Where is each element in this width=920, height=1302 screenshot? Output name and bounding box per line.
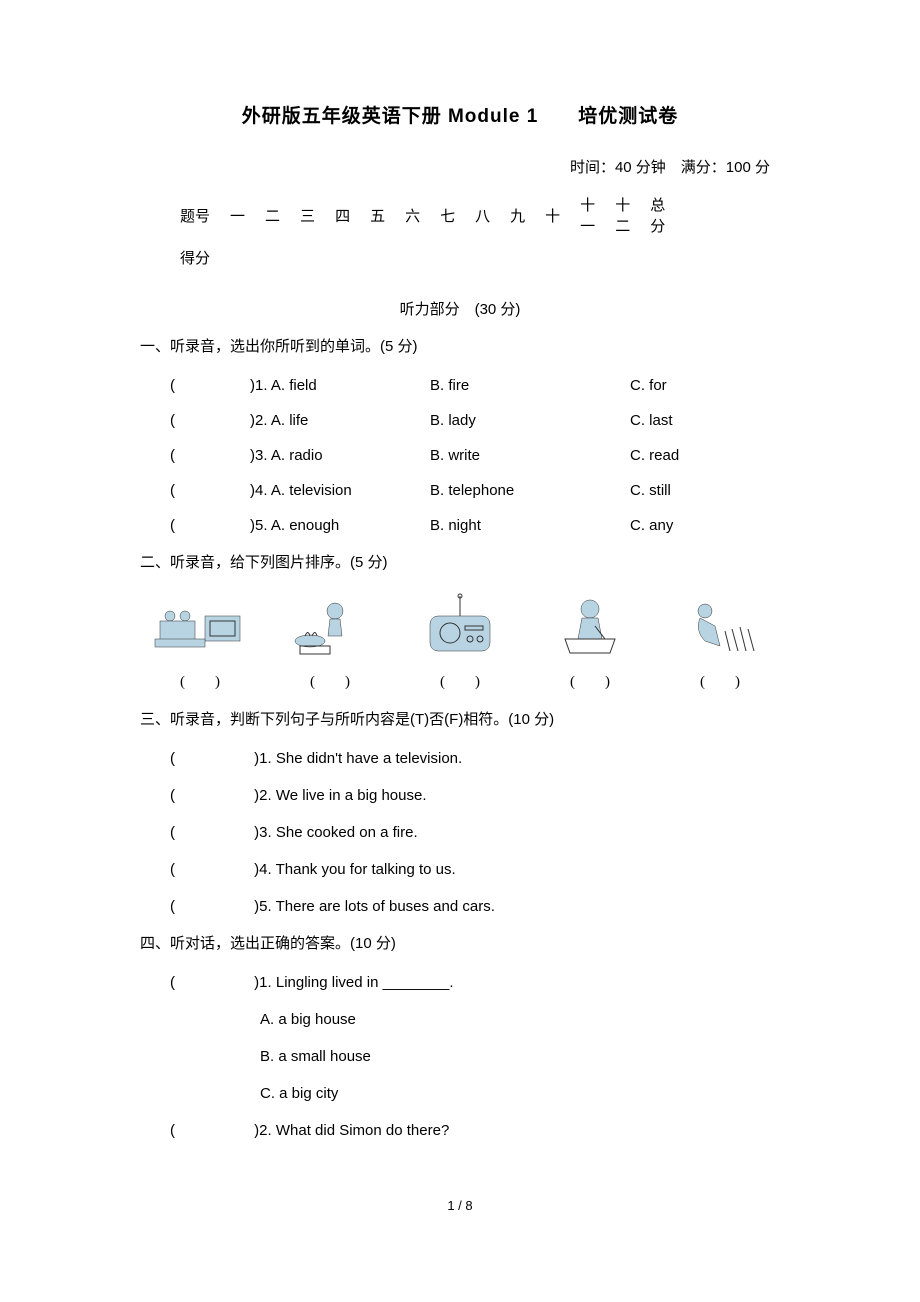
farming-icon [670, 591, 770, 661]
answer-paren[interactable]: ( [170, 477, 250, 504]
answer-paren[interactable]: ( ) [440, 669, 480, 696]
table-header: 十二 [605, 191, 640, 241]
table-header: 十一 [570, 191, 605, 241]
table-header: 十 [535, 191, 570, 241]
listening-header: 听力部分 (30 分) [140, 296, 780, 323]
answer-paren[interactable]: ( [170, 893, 250, 920]
table-header: 八 [465, 191, 500, 241]
image-item: ( ) [410, 591, 510, 696]
section1-title: 一、听录音，选出你所听到的单词。(5 分) [140, 333, 780, 360]
question-row: ( )1. Lingling lived in ________. [170, 969, 780, 996]
section4-title: 四、听对话，选出正确的答案。(10 分) [140, 930, 780, 957]
answer-paren[interactable]: ( [170, 969, 250, 996]
question-row: ( )4. Thank you for talking to us. [170, 856, 780, 883]
meta-info: 时间：40 分钟 满分：100 分 [140, 154, 780, 181]
question-row: ( )2. What did Simon do there? [170, 1117, 780, 1144]
answer-paren[interactable]: ( [170, 407, 250, 434]
question-row: ( )2. A. life B. lady C. last [170, 407, 780, 434]
section2-title: 二、听录音，给下列图片排序。(5 分) [140, 549, 780, 576]
answer-paren[interactable]: ( [170, 745, 250, 772]
question-row: ( )3. A. radio B. write C. read [170, 442, 780, 469]
table-header: 六 [395, 191, 430, 241]
question-row: ( )2. We live in a big house. [170, 782, 780, 809]
table-header: 五 [360, 191, 395, 241]
image-item: ( ) [150, 591, 250, 696]
question-row: ( )1. She didn't have a television. [170, 745, 780, 772]
question-row: ( )3. She cooked on a fire. [170, 819, 780, 846]
answer-option: C. a big city [260, 1080, 780, 1107]
answer-option: A. a big house [260, 1006, 780, 1033]
table-header: 三 [290, 191, 325, 241]
question-row: ( )5. A. enough B. night C. any [170, 512, 780, 539]
answer-paren[interactable]: ( [170, 442, 250, 469]
answer-option: B. a small house [260, 1043, 780, 1070]
answer-paren[interactable]: ( [170, 856, 250, 883]
image-item: ( ) [540, 591, 640, 696]
table-header: 九 [500, 191, 535, 241]
image-item: ( ) [280, 591, 380, 696]
table-header: 七 [430, 191, 465, 241]
answer-paren[interactable]: ( ) [310, 669, 350, 696]
answer-paren[interactable]: ( ) [570, 669, 610, 696]
cooking-icon [280, 591, 380, 661]
answer-paren[interactable]: ( [170, 819, 250, 846]
table-header: 题号 [170, 191, 220, 241]
table-header: 总分 [640, 191, 675, 241]
table-row-label: 得分 [170, 241, 220, 276]
page-number: 1 / 8 [140, 1194, 780, 1217]
table-header: 四 [325, 191, 360, 241]
table-header: 一 [220, 191, 255, 241]
question-row: ( )5. There are lots of buses and cars. [170, 893, 780, 920]
answer-paren[interactable]: ( [170, 1117, 250, 1144]
document-title: 外研版五年级英语下册 Module 1 培优测试卷 [140, 100, 780, 134]
section3-title: 三、听录音，判断下列句子与所听内容是(T)否(F)相符。(10 分) [140, 706, 780, 733]
table-header: 二 [255, 191, 290, 241]
image-item: ( ) [670, 591, 770, 696]
answer-paren[interactable]: ( [170, 782, 250, 809]
writing-icon [540, 591, 640, 661]
answer-paren[interactable]: ( [170, 372, 250, 399]
answer-paren[interactable]: ( ) [180, 669, 220, 696]
answer-paren[interactable]: ( ) [700, 669, 740, 696]
radio-icon [410, 591, 510, 661]
question-row: ( )1. A. field B. fire C. for [170, 372, 780, 399]
image-row: ( ) ( ) ( ) [150, 591, 770, 696]
tv-watching-icon [150, 591, 250, 661]
question-row: ( )4. A. television B. telephone C. stil… [170, 477, 780, 504]
score-table: 题号 一 二 三 四 五 六 七 八 九 十 十一 十二 总分 得分 [170, 191, 675, 276]
answer-paren[interactable]: ( [170, 512, 250, 539]
